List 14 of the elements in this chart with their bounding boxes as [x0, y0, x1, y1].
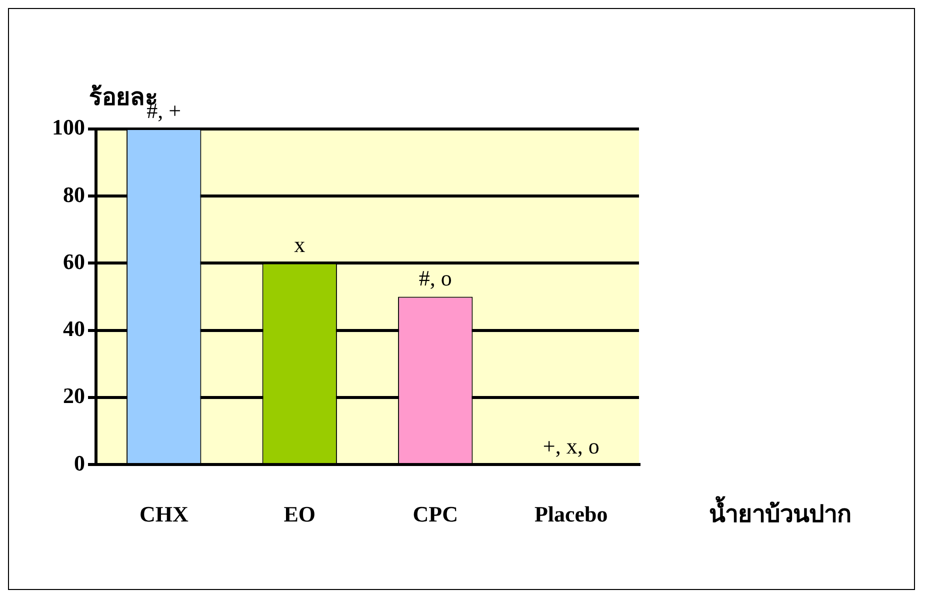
- y-tick-label: 100: [52, 114, 85, 140]
- x-tick-label: Placebo: [534, 501, 608, 526]
- x-axis-title: น้ำยาบ้วนปาก: [709, 495, 852, 530]
- annotation: #, o: [418, 266, 452, 291]
- x-tick-label: CHX: [139, 501, 188, 526]
- y-tick-label: 40: [63, 316, 85, 342]
- y-tick-label: 60: [63, 248, 85, 274]
- x-tick-label: CPC: [412, 501, 458, 526]
- y-tick-label: 80: [63, 182, 85, 207]
- y-tick-label: 0: [74, 450, 85, 476]
- annotation: +, x, o: [542, 433, 600, 458]
- x-tick-label: EO: [284, 501, 316, 526]
- y-tick-label: 20: [63, 383, 85, 408]
- annotation: x: [294, 232, 306, 258]
